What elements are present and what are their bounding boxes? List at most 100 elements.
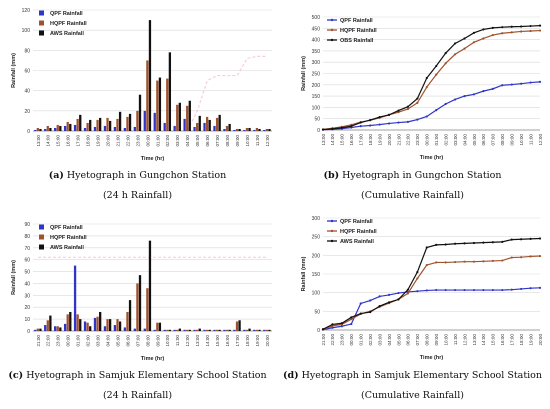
bar-3 [228, 123, 231, 131]
legend-label: AWS Rainfall [50, 31, 84, 37]
point-2 [529, 255, 532, 258]
x-tick-label: 17:00 [235, 335, 240, 347]
point-1 [501, 288, 504, 292]
x-tick-label: 04:00 [185, 135, 190, 147]
point-1 [359, 125, 362, 128]
y-tick-label: 60 [24, 69, 30, 75]
x-tick-label: 08:00 [425, 334, 430, 346]
point-1 [435, 109, 438, 112]
bar-2 [245, 127, 249, 131]
bar-2 [176, 104, 179, 131]
bar-1 [223, 329, 226, 331]
bar-3 [258, 128, 261, 131]
bar-1 [193, 329, 196, 331]
x-tick-label: 12:00 [538, 134, 543, 146]
x-tick-label: 05:00 [396, 334, 401, 346]
point-2 [501, 259, 504, 262]
point-2 [406, 107, 410, 111]
x-tick-label: 06:00 [406, 334, 411, 346]
point-1 [397, 291, 400, 295]
point-3 [482, 28, 485, 31]
x-tick-label: 13:00 [36, 135, 41, 147]
point-2 [472, 260, 476, 263]
point-2 [425, 85, 428, 89]
point-3 [520, 238, 523, 241]
bar-1 [193, 126, 196, 131]
point-3 [510, 25, 513, 28]
point-3 [491, 241, 494, 244]
y-tick-label: 200 [312, 83, 321, 89]
bar-2 [156, 322, 159, 331]
bar-2 [66, 314, 69, 331]
point-2 [416, 101, 419, 104]
point-1 [444, 102, 447, 106]
x-tick-label: 23:00 [415, 134, 420, 146]
bar-2 [136, 283, 139, 331]
x-tick-label: 02:00 [368, 334, 373, 346]
point-2 [510, 31, 513, 34]
y-tick-label: 0 [27, 329, 30, 335]
bar-2 [186, 105, 189, 131]
x-tick-label: 14:00 [330, 134, 335, 146]
x-tick-label: 21:00 [115, 135, 120, 147]
y-axis-title: Rainfall (mm) [301, 256, 307, 291]
point-1 [387, 122, 391, 125]
faint-line [37, 55, 268, 132]
y-axis-title: Rainfall (mm) [301, 56, 307, 91]
x-tick-label: 19:00 [96, 135, 101, 147]
x-tick-label: 01:00 [76, 335, 81, 347]
x-tick-label: 10:00 [165, 335, 170, 347]
bar-3 [59, 125, 62, 131]
point-3 [340, 322, 343, 325]
x-axis-title: Time (hr) [420, 155, 444, 161]
bar-2 [106, 319, 109, 331]
legend-label: AWS Rainfall [50, 245, 84, 251]
point-3 [387, 113, 391, 116]
point-3 [463, 37, 466, 40]
bar-2 [186, 329, 189, 331]
point-3 [425, 76, 428, 80]
bar-3 [158, 322, 162, 331]
bar-2 [166, 78, 169, 131]
x-tick-label: 22:00 [125, 135, 130, 147]
point-1 [529, 287, 532, 290]
bar-1 [183, 118, 186, 131]
y-tick-label: 300 [312, 216, 321, 222]
point-1 [350, 322, 353, 326]
bar-2 [126, 311, 129, 331]
y-tick-label: 20 [24, 305, 30, 311]
y-tick-label: 250 [312, 72, 321, 78]
point-3 [435, 64, 438, 68]
bar-1 [44, 128, 47, 131]
point-1 [444, 288, 447, 292]
bar-1 [34, 329, 37, 331]
x-tick-label: 10:00 [443, 334, 448, 346]
bar-2 [225, 125, 229, 131]
point-3 [435, 243, 438, 246]
bar-3 [39, 328, 42, 331]
x-tick-label: 22:00 [46, 335, 51, 347]
bar-1 [93, 126, 97, 131]
x-tick-label: 12:00 [265, 135, 270, 147]
x-tick-label: 09:00 [155, 335, 160, 347]
x-tick-label: 13:00 [195, 335, 200, 347]
point-3 [501, 26, 504, 29]
caption-a: (a) Hyetograph in Gungchon Station [0, 170, 275, 182]
x-tick-label: 22:00 [406, 134, 411, 146]
point-2 [444, 62, 447, 65]
bar-2 [96, 316, 99, 331]
caption-c-sub: (24 h Rainfall) [102, 390, 173, 401]
y-tick-label: 30 [24, 293, 30, 299]
point-3 [350, 316, 353, 319]
x-tick-label: 16:00 [500, 334, 505, 346]
y-tick-label: 50 [314, 117, 320, 123]
x-tick-label: 14:00 [205, 335, 210, 347]
bar-3 [178, 102, 181, 131]
bar-1 [133, 328, 136, 331]
bar-3 [148, 20, 152, 131]
bar-3 [39, 128, 42, 131]
chart-b: 0 50 100 150 200 250 300 350 400 450 500 13:00 14:00… [301, 15, 543, 161]
x-tick-label: 23:00 [135, 135, 140, 147]
point-3 [444, 52, 447, 55]
point-1 [369, 299, 372, 302]
